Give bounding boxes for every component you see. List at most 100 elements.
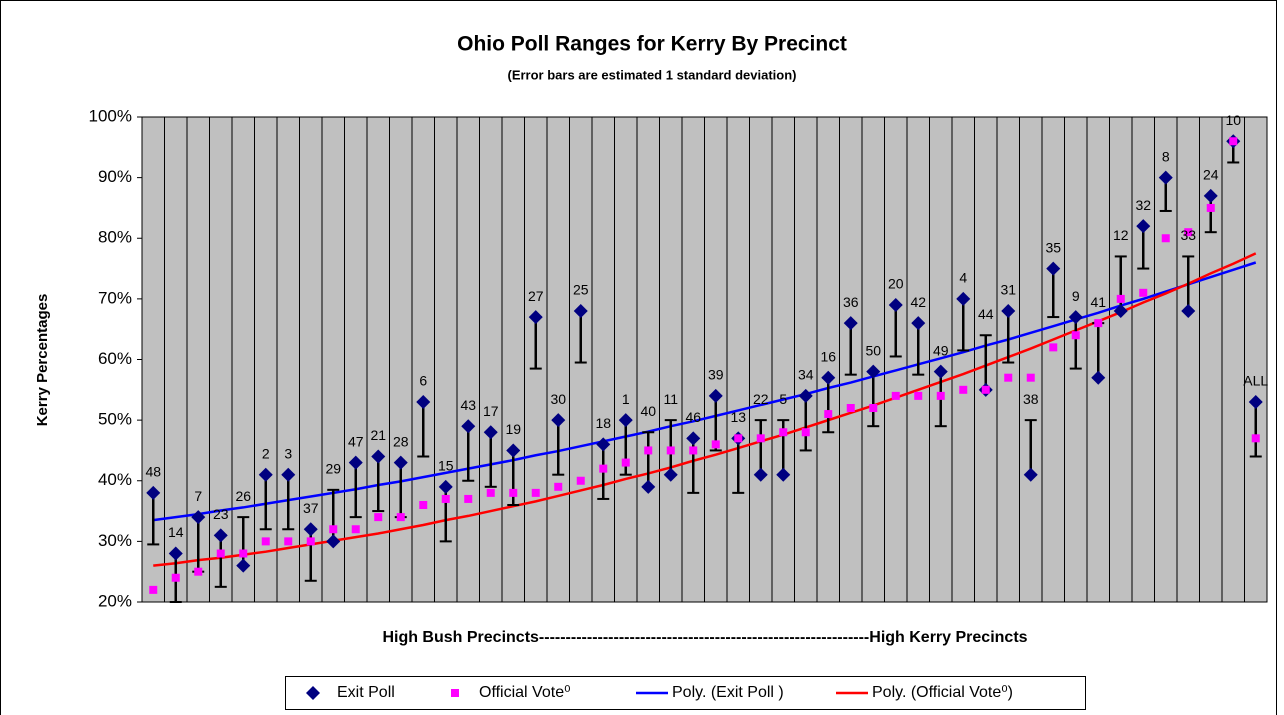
y-tick-label: 50% [98, 410, 132, 429]
category-label: 12 [1113, 227, 1129, 243]
official-vote-marker [329, 525, 338, 534]
category-label: 15 [438, 458, 454, 474]
y-tick-label: 100% [89, 106, 132, 125]
category-label: 13 [730, 409, 746, 425]
exit-poll-marker [708, 388, 723, 403]
official-vote-marker [824, 410, 833, 419]
category-label: 23 [213, 506, 229, 522]
official-vote-marker [981, 385, 990, 394]
official-vote-marker [531, 488, 540, 497]
official-vote-marker [194, 567, 203, 576]
exit-poll-marker [776, 467, 791, 482]
exit-poll-marker [461, 419, 476, 434]
official-vote-marker [486, 488, 495, 497]
category-label: 21 [370, 427, 386, 443]
official-vote-marker [1251, 434, 1260, 443]
category-label: 36 [843, 294, 859, 310]
category-label: 43 [460, 397, 476, 413]
exit-poll-marker [258, 467, 273, 482]
category-label: 29 [325, 461, 341, 477]
y-tick-label: 80% [98, 228, 132, 247]
official-vote-marker [441, 494, 450, 503]
official-vote-marker [621, 458, 630, 467]
category-label: 35 [1045, 239, 1061, 255]
official-vote-marker [239, 549, 248, 558]
category-label: 42 [910, 294, 926, 310]
category-label: 26 [235, 488, 251, 504]
category-label: 46 [685, 409, 701, 425]
official-vote-marker [756, 434, 765, 443]
exit-poll-marker [596, 437, 611, 452]
exit-poll-marker [191, 510, 206, 525]
category-label: 6 [419, 373, 427, 389]
exit-poll-marker [528, 310, 543, 325]
official-vote-marker [464, 494, 473, 503]
category-label: 5 [779, 391, 787, 407]
exit-poll-marker [1136, 219, 1151, 234]
official-vote-marker [689, 446, 698, 455]
category-label: 40 [640, 403, 656, 419]
official-vote-marker [734, 434, 743, 443]
official-vote-marker [171, 573, 180, 582]
official-vote-marker [644, 446, 653, 455]
exit-poll-marker [438, 479, 453, 494]
official-vote-marker [779, 428, 788, 437]
official-vote-marker [306, 537, 315, 546]
y-tick-label: 30% [98, 531, 132, 550]
official-vote-marker [711, 440, 720, 449]
exit-poll-marker [686, 431, 701, 446]
official-vote-marker [351, 525, 360, 534]
official-vote-marker [1004, 373, 1013, 382]
y-tick-label: 40% [98, 470, 132, 489]
trend-line [153, 261, 1257, 522]
y-tick-label: 20% [98, 591, 132, 610]
category-label: 49 [933, 342, 949, 358]
official-vote-marker [914, 391, 923, 400]
exit-poll-marker [641, 479, 656, 494]
official-vote-marker [284, 537, 293, 546]
legend-label: Official Vote⁰ [479, 684, 571, 701]
legend-label: Exit Poll [337, 684, 395, 701]
exit-poll-marker [1158, 170, 1173, 185]
category-label: 34 [798, 367, 814, 383]
category-label: 4 [959, 270, 967, 286]
exit-poll-marker [1181, 304, 1196, 318]
official-vote-marker [509, 488, 518, 497]
category-label: 7 [194, 488, 202, 504]
official-vote-marker [1094, 319, 1103, 328]
category-label: 2 [262, 445, 270, 461]
official-vote-marker [1206, 203, 1215, 212]
official-vote-marker [1229, 137, 1238, 146]
exit-poll-marker [168, 546, 183, 561]
official-vote-marker [1026, 373, 1035, 382]
exit-poll-marker [956, 291, 971, 306]
exit-poll-marker [213, 528, 228, 543]
exit-poll-marker [1046, 261, 1061, 276]
official-vote-marker [666, 446, 675, 455]
exit-poll-marker [506, 443, 521, 458]
official-vote-marker [149, 585, 158, 594]
official-vote-marker [1161, 234, 1170, 243]
category-label: 38 [1023, 391, 1039, 407]
exit-poll-marker [371, 449, 386, 464]
official-vote-marker [576, 476, 585, 485]
exit-poll-marker [416, 394, 431, 409]
exit-poll-marker [281, 467, 296, 482]
category-label: 18 [595, 415, 611, 431]
exit-poll-marker [551, 413, 566, 428]
exit-poll-marker [618, 413, 633, 428]
exit-poll-marker [1203, 188, 1218, 203]
legend-box [285, 676, 1086, 710]
exit-poll-marker [753, 467, 768, 482]
exit-poll-marker [393, 455, 408, 470]
category-label: 17 [483, 403, 499, 419]
category-label: 27 [528, 288, 544, 304]
official-vote-marker [1184, 228, 1193, 237]
exit-poll-marker [236, 558, 251, 573]
official-vote-marker [891, 391, 900, 400]
exit-poll-marker [843, 316, 858, 331]
exit-poll-marker [348, 455, 363, 470]
category-label: 10 [1225, 112, 1241, 128]
official-vote-marker [261, 537, 270, 546]
